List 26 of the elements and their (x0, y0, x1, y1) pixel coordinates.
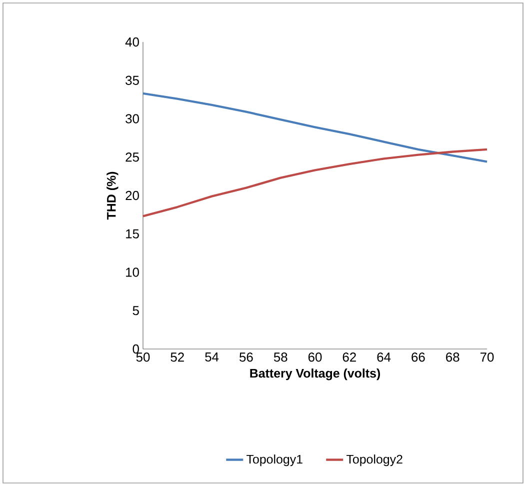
legend-label: Topology2 (346, 454, 402, 466)
y-tick-label: 10 (126, 268, 139, 277)
y-tick-label: 40 (125, 37, 139, 47)
x-tick-label: 54 (205, 352, 219, 362)
y-tick-label: 5 (132, 306, 139, 316)
y-tick-label: 0 (132, 344, 139, 354)
y-tick-label: 15 (126, 229, 139, 238)
line-series (142, 148, 488, 218)
x-tick-label: 58 (274, 352, 288, 362)
legend-label: Topology1 (246, 454, 302, 466)
y-tick-label: 35 (126, 76, 139, 85)
x-tick-label: 64 (377, 352, 391, 362)
x-tick-label: 70 (480, 352, 494, 362)
x-tick-label: 50 (136, 352, 150, 362)
x-tick-label: 56 (240, 352, 253, 362)
x-tick-label: 60 (308, 352, 322, 362)
x-axis-title: Battery Voltage (volts) (250, 368, 380, 380)
y-axis-title: THD (%) (106, 172, 118, 220)
x-tick-label: 62 (342, 352, 356, 362)
y-tick-label: 25 (126, 152, 139, 162)
x-tick-label: 52 (170, 352, 184, 362)
line-series (142, 92, 488, 163)
x-tick-label: 68 (446, 352, 460, 362)
x-tick-label: 66 (412, 352, 425, 362)
y-tick-label: 20 (126, 190, 139, 200)
y-tick-label: 30 (126, 114, 139, 124)
